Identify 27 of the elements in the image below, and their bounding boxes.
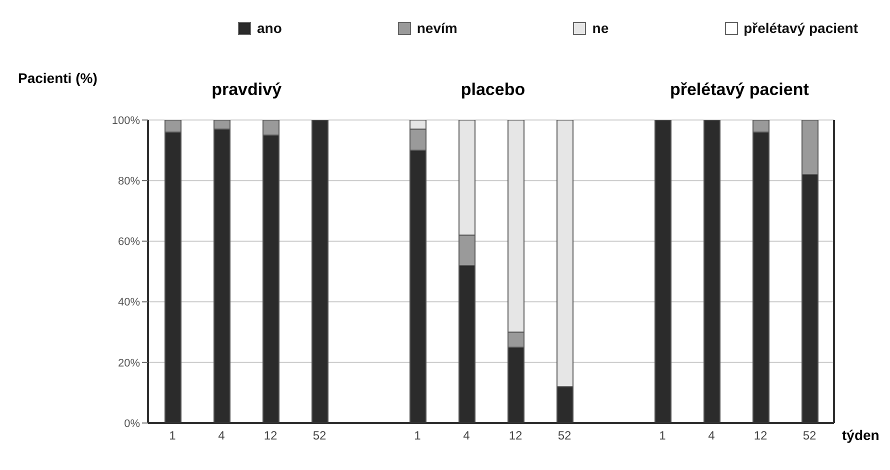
text: přelétavý pacient: [668, 80, 810, 100]
x-tick-label: 4: [708, 428, 716, 443]
x-tick-label: 4: [463, 428, 470, 443]
y-tick-label: 100%: [112, 114, 140, 127]
x-tick-label: 1: [659, 428, 666, 443]
x-tick-label: 52: [312, 428, 326, 443]
y-tick-label: 20%: [118, 357, 140, 370]
text: placebo: [460, 80, 526, 100]
text: pravdivý: [210, 80, 283, 100]
y-axis-title: Pacienti (%): [18, 70, 98, 86]
x-tick-label: 1: [414, 428, 422, 443]
legend-label: ano: [257, 20, 282, 36]
x-tick-label: 12: [264, 428, 278, 443]
x-tick-label: 52: [802, 428, 816, 443]
x-axis-title: týden: [842, 427, 880, 443]
y-tick-label: 0%: [124, 418, 140, 430]
y-tick-label: 40%: [118, 296, 140, 309]
x-tick-label: 12: [754, 428, 768, 443]
legend-label: nevím: [416, 20, 458, 36]
legend-label: přelétavý pacient: [744, 20, 858, 36]
x-tick-label: 52: [558, 428, 572, 443]
x-tick-label: 4: [218, 428, 226, 443]
legend-label: ne: [592, 20, 609, 36]
x-tick-label: 1: [169, 428, 176, 443]
y-tick-label: 80%: [118, 176, 140, 188]
y-tick-label: 60%: [118, 236, 140, 248]
x-tick-label: 12: [508, 428, 522, 443]
